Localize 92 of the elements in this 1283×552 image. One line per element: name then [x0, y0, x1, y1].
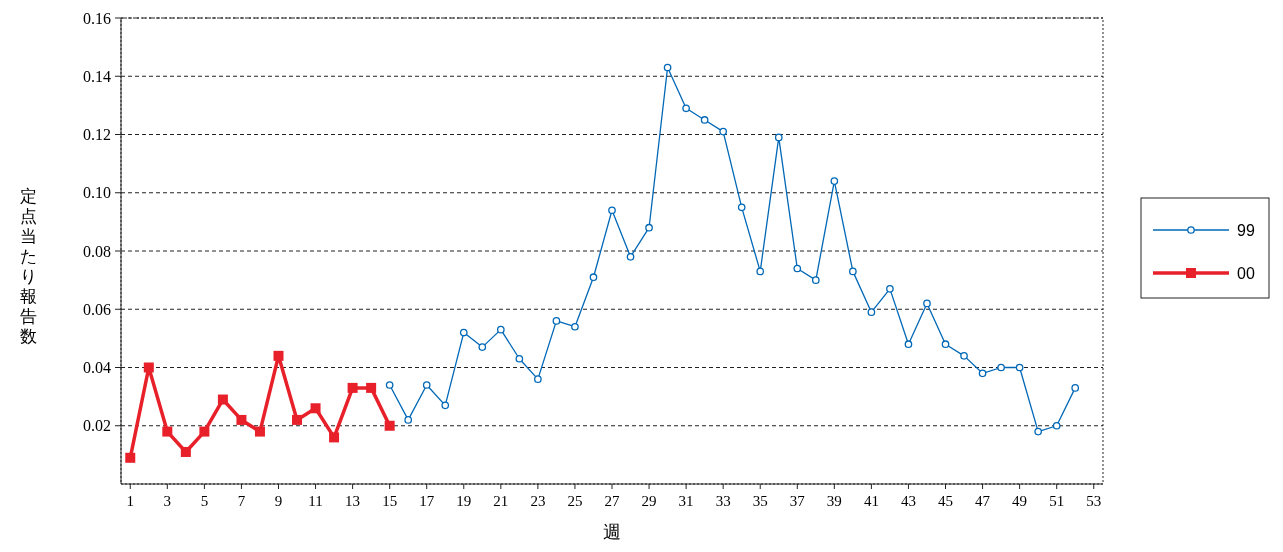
point	[384, 420, 395, 431]
x-tick-label: 39	[826, 493, 842, 509]
x-tick-label: 47	[975, 493, 991, 509]
x-tick-label: 1	[126, 493, 135, 509]
legend-label: 00	[1237, 264, 1255, 282]
point	[737, 203, 746, 212]
x-tick-label: 7	[237, 493, 246, 509]
point	[589, 273, 598, 282]
point	[347, 382, 358, 393]
point	[1052, 421, 1061, 430]
point	[682, 104, 690, 113]
point	[626, 252, 635, 261]
x-tick-label: 35	[752, 493, 768, 509]
x-tick-label: 3	[163, 493, 172, 509]
x-tick-label: 43	[900, 493, 916, 509]
point	[571, 322, 579, 331]
x-tick-label: 33	[715, 493, 731, 509]
point	[385, 381, 394, 389]
point	[811, 276, 820, 284]
point	[663, 63, 672, 72]
y-tick-label: 0.08	[83, 242, 111, 260]
point	[459, 328, 468, 337]
point	[774, 133, 783, 142]
point	[645, 223, 653, 232]
x-tick-label: 27	[604, 493, 620, 509]
point	[254, 426, 265, 437]
x-tick-label: 11	[308, 493, 323, 509]
point	[830, 177, 839, 185]
point	[923, 299, 931, 308]
x-axis-title: 週	[603, 521, 621, 542]
y-tick-label: 0.06	[83, 300, 111, 318]
point	[960, 352, 968, 360]
point	[849, 267, 857, 276]
x-tick-label: 5	[200, 493, 209, 509]
point	[515, 354, 524, 363]
point	[199, 426, 210, 437]
x-tick-label: 15	[382, 493, 398, 509]
point	[404, 416, 413, 424]
x-tick-label: 17	[419, 493, 435, 509]
x-tick-label: 53	[1086, 493, 1102, 509]
point	[236, 414, 247, 425]
point	[329, 432, 340, 443]
point	[534, 375, 542, 383]
point	[793, 264, 802, 273]
x-tick-label: 25	[567, 493, 583, 509]
point	[941, 340, 950, 349]
point	[292, 414, 303, 425]
point	[441, 401, 450, 410]
point	[886, 285, 894, 293]
x-tick-label: 31	[678, 493, 694, 509]
x-tick-label: 41	[863, 493, 879, 509]
point	[867, 308, 876, 317]
x-tick-label: 45	[938, 493, 954, 509]
point	[273, 350, 284, 361]
point	[180, 446, 191, 457]
point	[1015, 363, 1024, 372]
y-tick-label: 0.16	[83, 9, 111, 27]
y-tick-label: 0.04	[83, 359, 111, 377]
point	[162, 426, 173, 437]
y-tick-label: 0.14	[83, 67, 111, 85]
point	[700, 116, 709, 124]
legend-label: 99	[1237, 221, 1255, 239]
y-tick-label: 0.12	[83, 126, 111, 144]
point	[366, 382, 377, 393]
y-tick-label: 0.10	[83, 184, 111, 202]
point	[1071, 384, 1080, 392]
y-axis-title: 定点当たり報告数	[19, 185, 37, 346]
point	[978, 369, 987, 378]
x-tick-label: 19	[456, 493, 472, 509]
x-tick-label: 21	[493, 493, 509, 509]
point	[478, 343, 487, 351]
x-tick-label: 23	[530, 493, 546, 509]
point	[756, 267, 765, 276]
point	[719, 127, 728, 136]
point	[904, 340, 913, 349]
point	[143, 362, 154, 373]
point	[552, 317, 561, 325]
point	[1034, 427, 1042, 436]
x-tick-label: 37	[789, 493, 806, 509]
point	[496, 325, 505, 334]
point	[997, 363, 1005, 372]
x-tick-label: 51	[1049, 493, 1065, 509]
y-tick-label: 0.02	[83, 417, 111, 435]
x-tick-label: 9	[274, 493, 283, 509]
point	[608, 206, 616, 215]
point	[125, 452, 136, 463]
point	[310, 403, 321, 414]
x-tick-label: 13	[345, 493, 361, 509]
x-tick-label: 49	[1012, 493, 1028, 509]
x-tick-label: 29	[641, 493, 657, 509]
point	[217, 394, 228, 405]
point	[422, 381, 431, 389]
